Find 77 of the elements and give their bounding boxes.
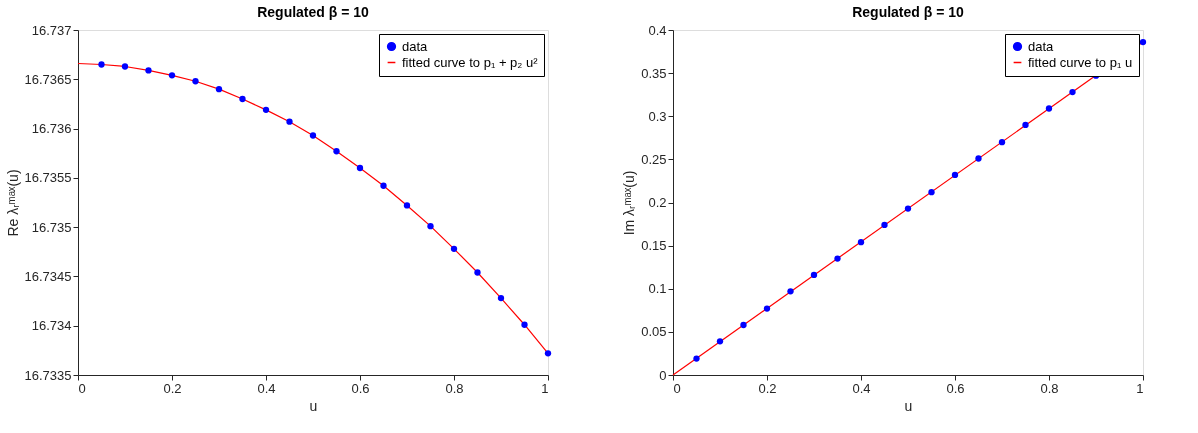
x-axis-title: u [904, 397, 913, 414]
y-tick-label: 16.734 [31, 318, 72, 334]
x-tick-label: 0 [78, 380, 86, 396]
x-tick-label: 0.8 [1040, 380, 1059, 396]
point [1139, 38, 1147, 46]
y-axis-title: Im λᵣᵐᵃˣ(u) [621, 170, 638, 236]
point [834, 255, 841, 262]
x-tick-label: 0.6 [351, 380, 370, 396]
x-axis-title: u [309, 397, 318, 414]
x-tick-label: 1 [541, 380, 549, 396]
point [928, 188, 935, 196]
y-tick-label: 0.2 [648, 195, 667, 210]
y-axis-title: Re λᵣᵐᵃˣ(u) [4, 169, 21, 237]
point [857, 239, 865, 246]
y-tick-label: 16.735 [31, 219, 72, 235]
y-tick-label: 16.7355 [24, 170, 72, 186]
legend-label: fitted curve to p₁ + p₂ u² [402, 54, 539, 70]
point [239, 95, 246, 103]
x-tick-label: 0.4 [852, 380, 871, 396]
point [215, 85, 223, 93]
point [497, 294, 505, 302]
y-tick-label: 0.25 [641, 151, 667, 167]
point [168, 72, 176, 79]
y-tick-label: 16.736 [31, 121, 72, 137]
legend-label: data [1028, 38, 1055, 54]
point [1069, 88, 1076, 96]
y-tick-label: 16.7335 [24, 367, 72, 383]
point [810, 271, 818, 279]
point [740, 321, 747, 329]
point [356, 164, 364, 172]
point [403, 202, 411, 209]
point [427, 223, 434, 230]
point [975, 155, 982, 162]
point [450, 245, 458, 252]
y-tick-label: 0.3 [648, 108, 667, 124]
point [716, 338, 724, 345]
point [145, 67, 152, 74]
y-tick-label: 0.35 [641, 65, 667, 81]
point [192, 78, 199, 85]
legend-label: data [402, 38, 429, 54]
point [544, 350, 552, 357]
y-tick-label: 0.15 [641, 238, 667, 254]
x-tick-label: 0.2 [163, 380, 182, 396]
point [521, 321, 528, 328]
y-tick-label: 16.7365 [24, 71, 72, 87]
point [787, 288, 794, 295]
x-tick-label: 0.6 [946, 380, 965, 396]
point [309, 132, 317, 139]
legend-label: fitted curve to p₁ u [1028, 54, 1133, 70]
x-tick-label: 0.8 [445, 380, 464, 396]
y-tick-label: 16.7345 [24, 268, 72, 284]
point [881, 221, 888, 229]
y-tick-label: 16.737 [31, 22, 72, 38]
point [474, 269, 481, 276]
x-tick-label: 0.2 [758, 380, 777, 396]
point [98, 61, 105, 68]
y-tick-label: 0.4 [648, 22, 667, 38]
point [262, 106, 270, 113]
point [951, 171, 959, 179]
point [763, 305, 771, 312]
y-tick-label: 0.1 [648, 281, 667, 297]
x-tick-label: 0.4 [257, 380, 276, 396]
chart-title: Regulated β = 10 [852, 4, 965, 20]
point [1022, 121, 1029, 129]
point [286, 118, 293, 125]
point [998, 138, 1006, 146]
point [333, 148, 340, 155]
point [904, 205, 912, 212]
point [121, 63, 129, 70]
x-tick-label: 1 [1136, 380, 1144, 396]
point [693, 355, 700, 362]
point [380, 182, 387, 189]
y-tick-label: 0 [659, 367, 667, 383]
x-tick-label: 0 [673, 380, 681, 396]
point [1045, 105, 1053, 112]
chart-title: Regulated β = 10 [257, 4, 370, 20]
y-tick-label: 0.05 [641, 324, 667, 340]
